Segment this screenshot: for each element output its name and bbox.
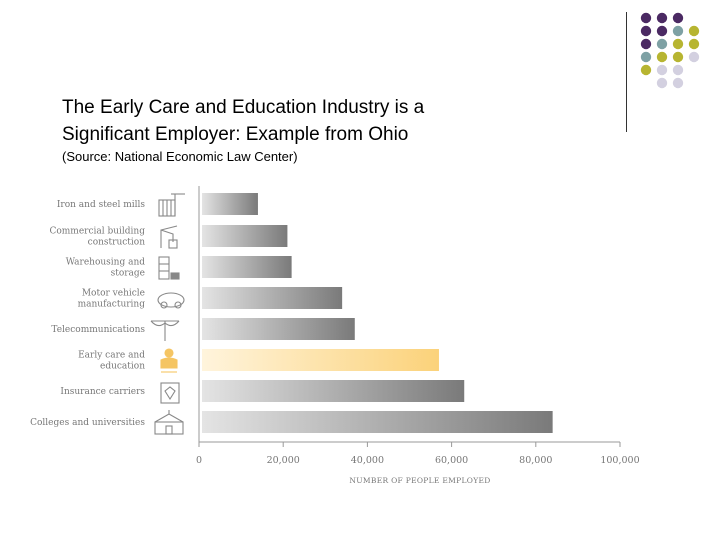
x-tick-label: 40,000 [351,455,384,466]
category-label: Motor vehicle manufacturing [78,289,146,310]
x-tick-label: 20,000 [267,455,300,466]
decorative-vertical-line [626,12,627,132]
decorative-dot [688,25,700,37]
decorative-dot [672,12,684,24]
source-note: (Source: National Economic Law Center) [62,149,298,164]
category-label: Insurance carriers [60,387,145,397]
decorative-dot [688,51,700,63]
insurance-icon [160,382,180,404]
decorative-dot [640,64,652,76]
child-icon [160,348,178,373]
category-label: Colleges and universities [30,418,145,428]
decorative-dot [672,51,684,63]
x-axis-title: NUMBER OF PEOPLE EMPLOYED [349,476,490,485]
warehouse-icon [158,256,180,280]
bar-2 [202,256,292,278]
decorative-dot [656,51,668,63]
decorative-dot [640,51,652,63]
decorative-dot [640,12,652,24]
bar-0 [202,193,258,215]
decorative-dot [656,77,668,89]
x-tick-label: 60,000 [435,455,468,466]
decorative-dot [640,38,652,50]
bar-6 [202,380,465,402]
decorative-dot-grid [640,12,700,89]
decorative-dot [672,38,684,50]
decorative-dot [640,25,652,37]
x-tick-label: 0 [196,455,202,466]
decorative-dot [672,77,684,89]
slide-title-line-2: Significant Employer: Example from Ohio [62,124,409,145]
bar-5 [202,349,439,371]
x-tick-label: 100,000 [600,455,639,466]
x-tick-label: 80,000 [519,455,552,466]
construction-icon [160,225,178,249]
decorative-dot [672,25,684,37]
bar-7 [202,411,553,433]
decorative-dot [656,12,668,24]
decorative-dot [656,38,668,50]
slide-title-line-1: The Early Care and Education Industry is… [62,97,425,118]
category-label: Commercial building construction [49,227,145,248]
car-icon [157,292,185,309]
decorative-dot [688,38,700,50]
steel-mill-icon [158,193,185,217]
bar-3 [202,287,343,309]
category-label: Early care and education [78,351,145,372]
decorative-dot [656,64,668,76]
slide-title: The Early Care and Education Industry is… [62,94,582,148]
decorative-dot [672,64,684,76]
telephone-pole-icon [150,320,180,341]
category-label: Warehousing and storage [66,258,146,279]
bar-1 [202,225,288,247]
college-icon [154,410,184,435]
decorative-dot [656,25,668,37]
category-label: Telecommunications [51,325,145,335]
category-label: Iron and steel mills [57,200,146,210]
bar-4 [202,318,355,340]
